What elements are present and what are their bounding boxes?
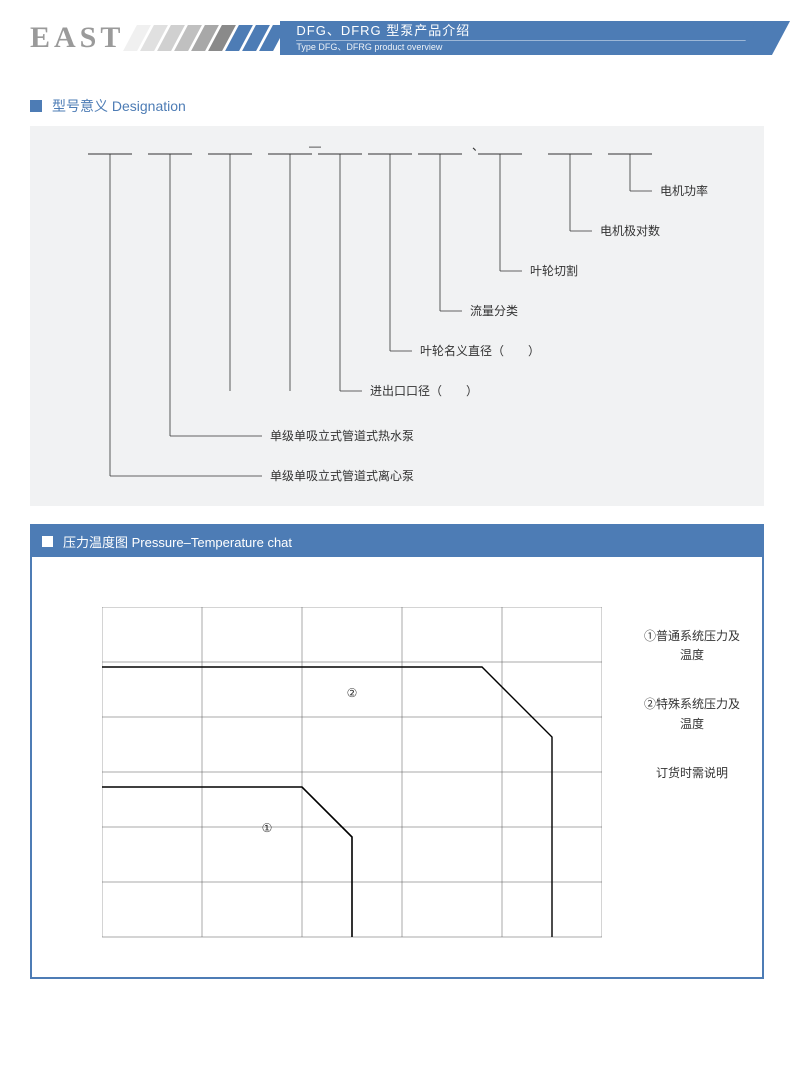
svg-text:—: —	[309, 139, 321, 153]
header-slashes	[130, 25, 280, 51]
legend-item-2: ②特殊系统压力及温度	[642, 695, 742, 733]
svg-text:单级单吸立式管道式离心泵: 单级单吸立式管道式离心泵	[270, 468, 414, 483]
svg-text:、: 、	[472, 139, 484, 153]
section1-header: 型号意义 Designation	[30, 96, 764, 116]
banner-subtitle: Type DFG、DFRG product overview	[296, 40, 764, 54]
svg-text:进出口口径（ ）: 进出口口径（ ）	[370, 384, 478, 398]
page-header: EAST DFG、DFRG 型泵产品介绍 Type DFG、DFRG produ…	[30, 20, 764, 56]
section2-header: 压力温度图 Pressure–Temperature chat	[32, 526, 762, 557]
svg-text:②: ②	[347, 686, 358, 700]
svg-text:电机极对数: 电机极对数	[600, 223, 660, 238]
svg-text:流量分类: 流量分类	[470, 304, 518, 318]
section1-title: 型号意义 Designation	[52, 96, 186, 116]
legend-item-1: ①普通系统压力及温度	[642, 627, 742, 665]
section2-frame: 压力温度图 Pressure–Temperature chat ①②℃ ①普通系…	[30, 524, 764, 979]
square-bullet-icon	[42, 536, 53, 547]
chart-area: ①②℃ ①普通系统压力及温度 ②特殊系统压力及温度 订货时需说明	[32, 557, 762, 977]
logo: EAST	[30, 21, 124, 55]
banner-title: DFG、DFRG 型泵产品介绍	[296, 23, 764, 40]
pt-chart: ①②℃	[102, 607, 602, 952]
square-bullet-icon	[30, 100, 42, 112]
chart-legend: ①普通系统压力及温度 ②特殊系统压力及温度 订货时需说明	[642, 627, 742, 813]
svg-text:单级单吸立式管道式热水泵: 单级单吸立式管道式热水泵	[270, 428, 414, 443]
legend-item-3: 订货时需说明	[642, 764, 742, 783]
svg-text:叶轮名义直径（ ）: 叶轮名义直径（ ）	[420, 343, 540, 358]
designation-tree: — 、电机功率电机极对数叶轮切割流量分类叶轮名义直径（ ） 进出口口径（ ） 单级单吸…	[60, 136, 740, 496]
svg-text:①: ①	[262, 821, 273, 835]
svg-text:电机功率: 电机功率	[660, 183, 708, 198]
svg-text:叶轮切割: 叶轮切割	[530, 263, 578, 278]
designation-diagram: — 、电机功率电机极对数叶轮切割流量分类叶轮名义直径（ ） 进出口口径（ ） 单级单吸…	[30, 126, 764, 506]
header-banner: DFG、DFRG 型泵产品介绍 Type DFG、DFRG product ov…	[280, 21, 764, 55]
section2-title: 压力温度图 Pressure–Temperature chat	[63, 532, 292, 551]
